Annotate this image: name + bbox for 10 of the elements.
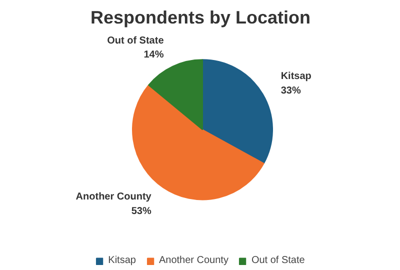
chart-title: Respondents by Location	[90, 8, 311, 28]
slice-label: Another County	[76, 192, 152, 203]
data-label: 53%	[131, 206, 152, 217]
data-label: 33%	[280, 85, 301, 96]
data-label: 14%	[144, 50, 164, 61]
legend-label: Kitsap	[108, 255, 136, 266]
slice-label: Kitsap	[280, 71, 312, 82]
legend-label: Out of State	[251, 255, 305, 266]
slice-label: Out of State	[107, 35, 164, 46]
legend-label: Another County	[158, 255, 228, 266]
